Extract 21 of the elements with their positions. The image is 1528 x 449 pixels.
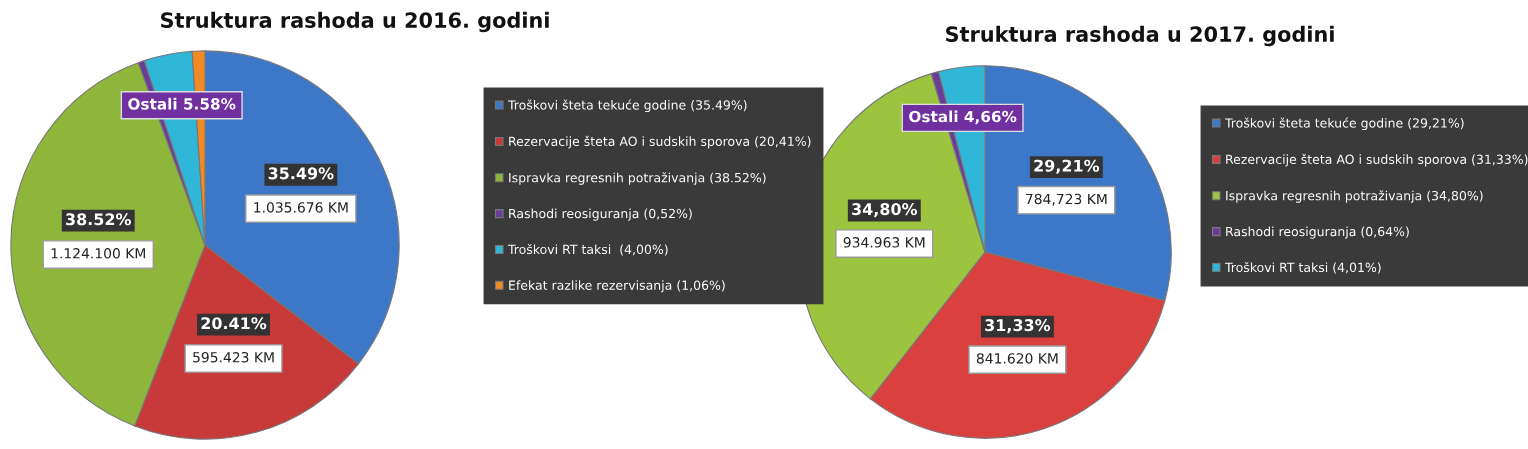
chart-title: Struktura rashoda u 2016. godini [161,11,549,33]
legend-label: Ispravka regresnih potraživanja (38.52%) [509,172,766,185]
text: 31,33% 841.620 KM [976,319,1058,364]
text: Ostali 5.58% [128,97,236,110]
text: 29,21% 784,723 KM [1026,159,1107,206]
legend-label: Rashodi reosiguranja (0,52%) [509,208,692,221]
legend-label: Ispravka regresnih potraživanja (34,80%) [1226,190,1483,203]
text: 34,80% 934.963 KM [843,203,925,248]
legend-label: Rezervacije šteta AO i sudskih sporova (20,41%) [509,135,811,149]
chart-title: Struktura rashoda u 2017. godini [946,25,1334,47]
legend-label: Rezervacije šteta AO i sudskih sporova (31,33%) [1226,153,1528,167]
legend-label: Troškovi RT taksi (4,01%) [1224,261,1381,274]
legend-label: Rashodi reosiguranja (0,64%) [1226,226,1409,239]
legend-label: Troškovi RT taksi (4,00%) [507,243,668,256]
text: 20.41% 595.423 KM [193,317,274,363]
legend-label: Troškovi šteta tekuće godine (29,21%) [1224,117,1464,131]
text: 35.49% 1.035.676 KM [254,167,348,213]
legend-label: Efekat razlike rezervisanja (1,06%) [509,280,725,293]
legend-label: Troškovi šteta tekuće godine (35.49%) [507,99,747,113]
text: 38.52% 1.124.100 KM [51,213,145,259]
text: Ostali 4,66% [909,110,1017,125]
